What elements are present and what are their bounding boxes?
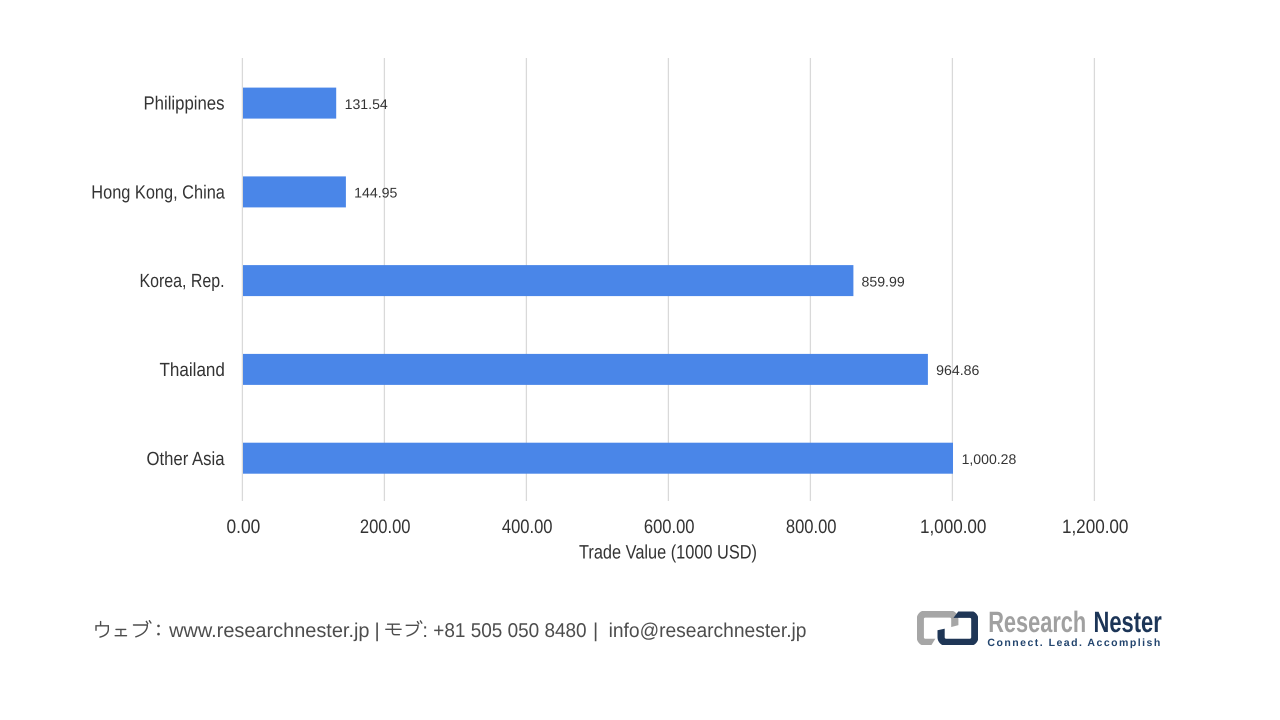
- svg-text:+81 505 050 8480: +81 505 050 8480: [433, 620, 586, 642]
- svg-text:info@researchnester.jp: info@researchnester.jp: [609, 620, 807, 642]
- svg-text:1,000.28: 1,000.28: [962, 451, 1017, 467]
- svg-text:144.95: 144.95: [354, 185, 397, 201]
- svg-text:Connect. Lead. Accomplish: Connect. Lead. Accomplish: [987, 637, 1160, 649]
- svg-text:Nester: Nester: [1094, 606, 1163, 639]
- svg-text:Hong Kong, China: Hong Kong, China: [91, 183, 225, 204]
- svg-text:400.00: 400.00: [502, 516, 553, 538]
- svg-text:131.54: 131.54: [345, 96, 388, 112]
- svg-text:|: |: [593, 620, 598, 642]
- svg-text:1,200.00: 1,200.00: [1062, 516, 1129, 538]
- svg-text::: :: [422, 620, 428, 642]
- svg-text:Philippines: Philippines: [144, 94, 225, 115]
- svg-text:Other Asia: Other Asia: [147, 449, 225, 470]
- svg-text:Research: Research: [988, 606, 1086, 639]
- svg-text:0.00: 0.00: [227, 516, 261, 538]
- svg-text:600.00: 600.00: [644, 516, 695, 538]
- svg-text:|: |: [375, 620, 380, 642]
- svg-text:Thailand: Thailand: [160, 360, 225, 381]
- svg-text:964.86: 964.86: [936, 362, 979, 378]
- svg-text:1,000.00: 1,000.00: [920, 516, 987, 538]
- svg-text:Trade Value (1000 USD): Trade Value (1000 USD): [579, 542, 757, 564]
- svg-text:800.00: 800.00: [786, 516, 837, 538]
- svg-text:859.99: 859.99: [862, 273, 905, 289]
- svg-text:Korea, Rep.: Korea, Rep.: [140, 271, 225, 292]
- svg-text:www.researchnester.jp: www.researchnester.jp: [168, 620, 369, 642]
- svg-text:200.00: 200.00: [360, 516, 411, 538]
